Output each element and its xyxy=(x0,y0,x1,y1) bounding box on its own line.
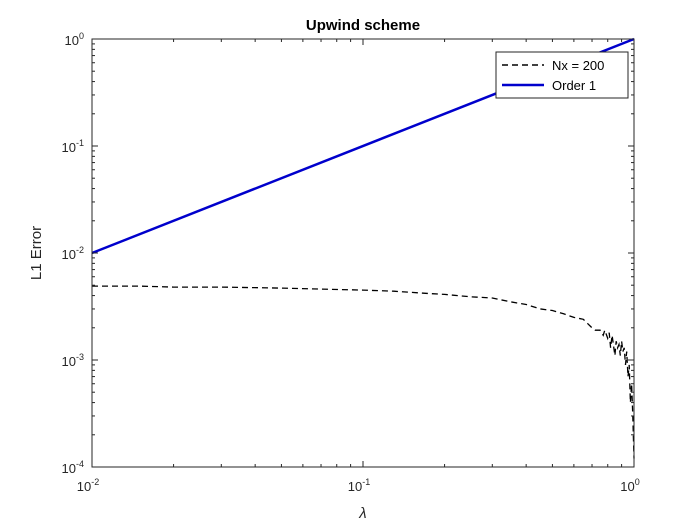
plot-frame xyxy=(91,38,635,468)
chart-title: Upwind scheme xyxy=(306,17,420,34)
legend-label-order1: Order 1 xyxy=(552,78,596,93)
legend-label-nx200: Nx = 200 xyxy=(552,58,604,73)
y-axis-label: L1 Error xyxy=(28,226,45,280)
x-axis-label: λ xyxy=(358,505,366,522)
series-line-nx200 xyxy=(92,285,635,459)
plot-area xyxy=(92,39,634,467)
legend-box xyxy=(495,51,629,99)
legend: Nx = 200 Order 1 xyxy=(495,51,629,99)
